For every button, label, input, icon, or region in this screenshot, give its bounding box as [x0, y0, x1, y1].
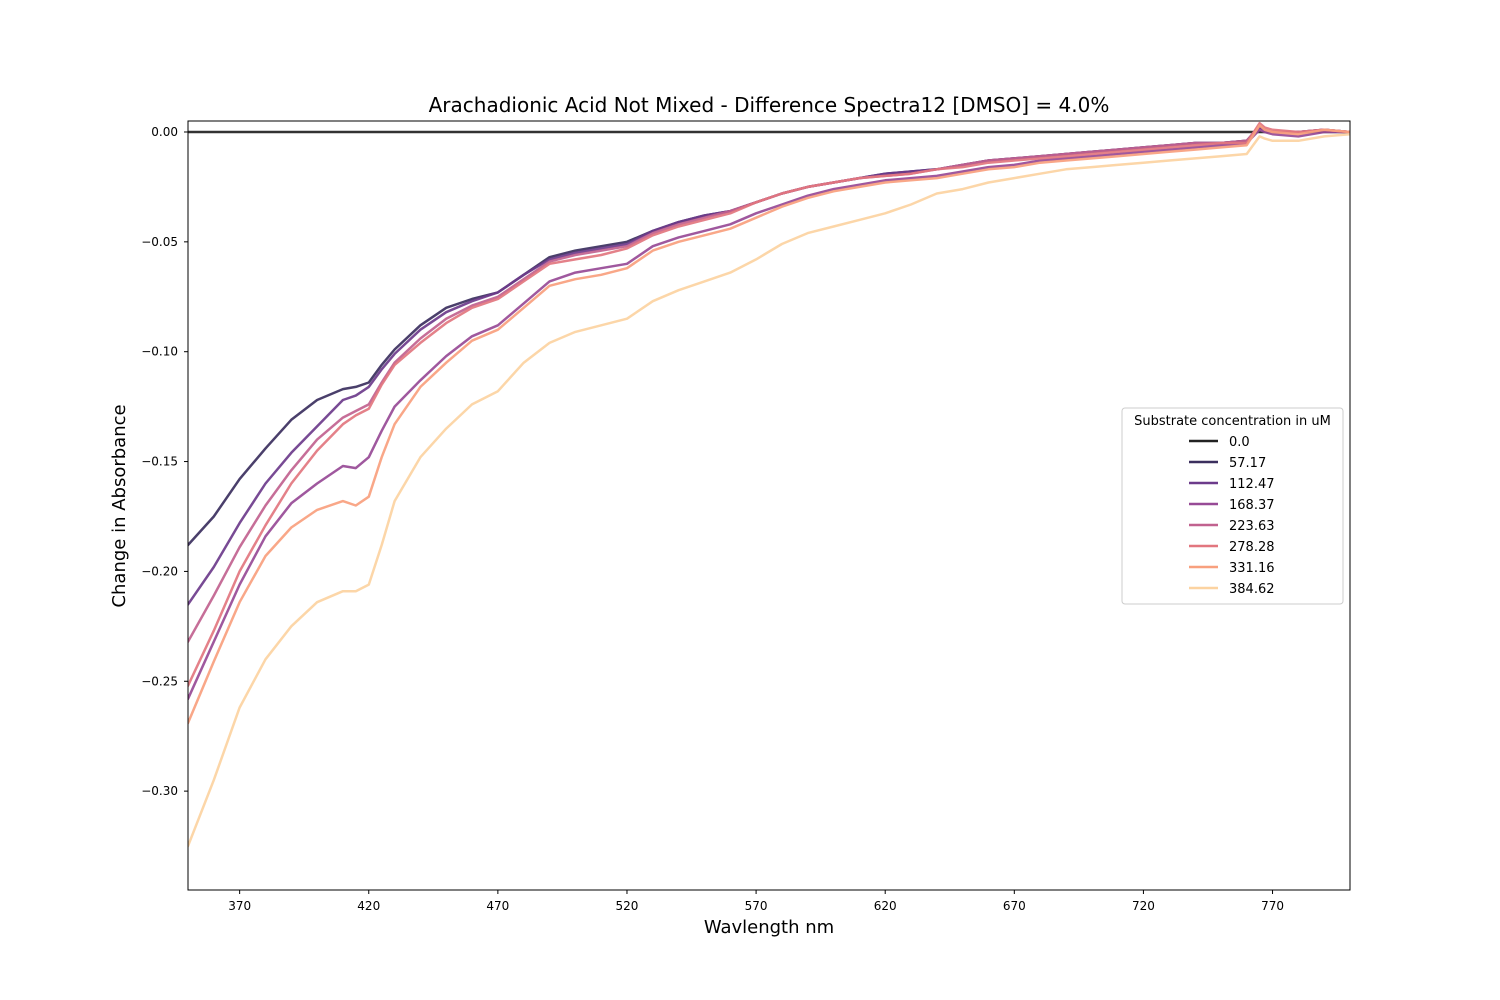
legend-label-331-16: 331.16 [1229, 561, 1275, 576]
legend-box [1121, 407, 1344, 605]
x-tick-label-770: 770 [1261, 899, 1284, 913]
x-tick-label-420: 420 [357, 899, 380, 913]
legend-label-168-37: 168.37 [1229, 498, 1275, 513]
x-tick-label-620: 620 [874, 899, 897, 913]
y-tick-label-3: −0.15 [141, 455, 178, 469]
legend-label-112-47: 112.47 [1229, 477, 1275, 492]
legend-label-278-28: 278.28 [1229, 540, 1275, 555]
legend-label-384-62: 384.62 [1229, 582, 1275, 597]
x-tick-label-720: 720 [1132, 899, 1155, 913]
series-line-384-62 [188, 132, 1350, 848]
y-axis-label: Change in Absorbance [109, 404, 130, 607]
legend-title: Substrate concentration in uM [1134, 414, 1331, 429]
x-tick-label-470: 470 [486, 899, 509, 913]
y-tick-label-1: −0.05 [141, 235, 178, 249]
x-tick-label-520: 520 [616, 899, 639, 913]
x-axis-label: Wavlength nm [704, 917, 834, 938]
axes-frame [187, 120, 1351, 891]
y-tick-label-5: −0.25 [141, 674, 178, 688]
x-tick-label-570: 570 [745, 899, 768, 913]
legend-label-57-17: 57.17 [1229, 456, 1266, 471]
plot-area: 370 420 470 520 570 620 670 720 770 0.00 −0.05 −0.1… [141, 120, 1351, 913]
series-line-168-37 [188, 128, 1350, 701]
y-tick-label-4: −0.20 [141, 564, 178, 578]
series-line-278-28 [188, 121, 1350, 687]
series-line-331-16 [188, 124, 1350, 725]
chart-title: Arachadionic Acid Not Mixed - Difference… [429, 93, 1110, 117]
y-tick-label-0: 0.00 [151, 125, 178, 139]
legend-label-223-63: 223.63 [1229, 519, 1275, 534]
legend-label-0-0: 0.0 [1229, 435, 1250, 450]
x-tick-label-370: 370 [228, 899, 251, 913]
x-tick-label-670: 670 [1003, 899, 1026, 913]
y-tick-label-2: −0.10 [141, 345, 178, 359]
series-group [188, 121, 1350, 848]
legend: Substrate concentration in uM 0.0 57.17 112… [1121, 407, 1344, 605]
y-tick-label-6: −0.30 [141, 784, 178, 798]
